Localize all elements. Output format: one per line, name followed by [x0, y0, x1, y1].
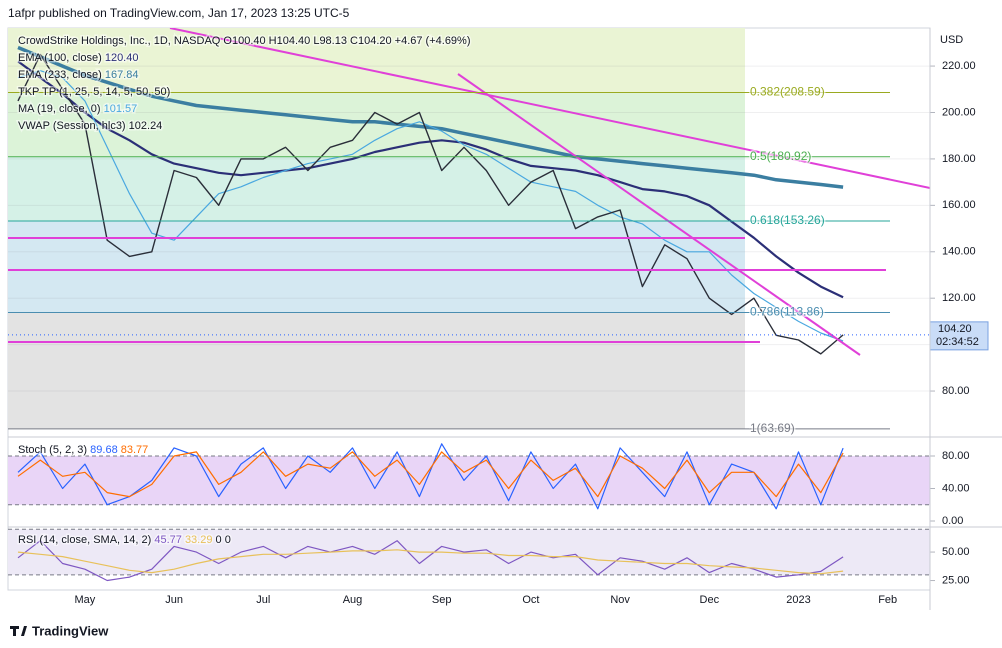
legend-row: EMA (100, close) 120.40: [18, 52, 138, 64]
overlays: 0.382(208.59) 0.5(180.92) 0.618(153.26) 0.7…: [8, 33, 989, 606]
legend-text: 167.84: [105, 69, 139, 81]
legend-text: 89.68: [90, 444, 118, 456]
legend-row: Stoch (5, 2, 3) 89.68 83.77: [18, 444, 148, 456]
y-tick-label: 40.00: [942, 482, 970, 494]
x-tick-label: Oct: [522, 594, 539, 606]
indicator-line: [17, 45, 844, 189]
fib-zone: [8, 220, 745, 313]
countdown: 02:34:52: [936, 336, 979, 348]
fib-label: 0.382(208.59): [750, 85, 825, 99]
legend-text: EMA (233, close): [18, 69, 102, 81]
y-tick-label: 140.00: [942, 246, 976, 258]
fib-label: 0.618(153.26): [750, 213, 825, 227]
legend-row: MA (19, close, 0) 101.57: [18, 103, 137, 115]
indicator-line: [17, 540, 844, 582]
x-tick-label: Dec: [700, 594, 720, 606]
fib-label: 0.786(113.86): [750, 305, 824, 319]
legend-text: 102.24: [129, 120, 163, 132]
legend-text: CrowdStrike Holdings, Inc., 1D, NASDAQ: [18, 35, 221, 47]
legend-text: 83.77: [121, 444, 149, 456]
legend-text: O100.40 H104.40 L98.13 C104.20 +4.67 (+4…: [223, 35, 470, 47]
brand: TradingView: [32, 623, 109, 638]
fib-zone: [8, 28, 745, 93]
legend-text: 120.40: [105, 52, 139, 64]
fib-label: 1(63.69): [750, 421, 795, 435]
legend-text: MA (19, close, 0): [18, 103, 101, 115]
legend-text: VWAP (Session, hlc3): [18, 120, 126, 132]
legend-text: Stoch (5, 2, 3): [18, 444, 87, 456]
trendline: [457, 73, 861, 356]
fib-zone: [8, 312, 745, 429]
drawings: [8, 28, 930, 356]
legend-row: TKP TP (1, 25, 5, 14, 5, 50, 50): [18, 86, 170, 98]
legend-text: EMA (100, close): [18, 52, 102, 64]
y-tick-label: 120.00: [942, 292, 976, 304]
legend-text: 0: [225, 534, 231, 546]
fib-zone: [8, 92, 745, 157]
y-tick-label: 160.00: [942, 199, 976, 211]
legend-text: 101.57: [104, 103, 138, 115]
y-tick-label: 0.00: [942, 515, 963, 527]
x-tick-label: Jul: [256, 594, 270, 606]
logo: TradingView: [10, 623, 109, 638]
y-tick-label: 80.00: [942, 385, 970, 397]
x-tick-label: Aug: [343, 594, 363, 606]
x-tick-label: Jun: [165, 594, 183, 606]
backgrounds: [8, 28, 930, 575]
trendline: [169, 28, 930, 189]
x-tick-label: Sep: [432, 594, 452, 606]
y-tick-label: 200.00: [942, 106, 976, 118]
y-tick-label: 80.00: [942, 450, 970, 462]
legend-text: 0: [216, 534, 222, 546]
publisher: 1afpr published on TradingView.com, Jan …: [8, 6, 350, 20]
x-tick-label: May: [75, 594, 96, 606]
legend-text: TKP TP (1, 25, 5, 14, 5, 50, 50): [18, 86, 170, 98]
legend-row: RSI (14, close, SMA, 14, 2) 45.77 33.29 …: [18, 534, 231, 546]
indicator-line: [17, 70, 844, 342]
legend-row: CrowdStrike Holdings, Inc., 1D, NASDAQ O…: [18, 35, 471, 47]
indicator-line: [17, 451, 844, 498]
legend-row: VWAP (Session, hlc3) 102.24: [18, 120, 162, 132]
y-tick-label: 50.00: [942, 546, 970, 558]
legend-text: RSI (14, close, SMA, 14, 2): [18, 534, 151, 546]
indicator-line: [17, 443, 844, 510]
y-tick-label: 180.00: [942, 153, 976, 165]
x-tick-label: Feb: [878, 594, 897, 606]
legend-row: EMA (233, close) 167.84: [18, 69, 138, 81]
logo-mark: [10, 626, 27, 636]
indicator-line: [17, 549, 844, 575]
x-tick-label: 2023: [786, 594, 810, 606]
y-tick-label: 220.00: [942, 60, 976, 72]
fib-zone: [8, 156, 745, 221]
last-price-box: [929, 321, 989, 351]
currency: USD: [940, 34, 963, 46]
last-price-label: 104.20: [938, 323, 972, 335]
fib-label: 0.5(180.92): [750, 149, 811, 163]
legend-text: 45.77: [154, 534, 182, 546]
x-tick-label: Nov: [610, 594, 630, 606]
band-fill: [8, 456, 930, 505]
y-tick-label: 25.00: [942, 574, 970, 586]
legend-text: 33.29: [185, 534, 213, 546]
